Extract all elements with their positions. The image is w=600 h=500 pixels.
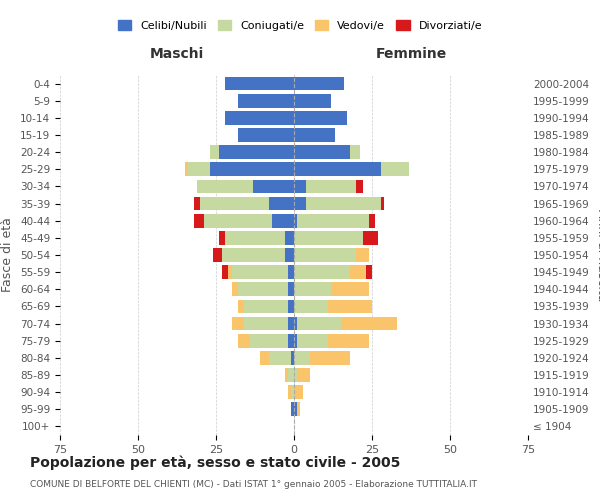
Bar xyxy=(269,196,294,210)
Bar xyxy=(269,351,291,364)
Text: Popolazione per età, sesso e stato civile - 2005: Popolazione per età, sesso e stato civil… xyxy=(30,455,400,469)
Bar xyxy=(294,111,347,124)
Bar xyxy=(307,196,382,210)
Bar xyxy=(284,248,294,262)
Y-axis label: Anni di nascita: Anni di nascita xyxy=(595,209,600,301)
Bar xyxy=(210,146,219,159)
Bar xyxy=(226,76,294,90)
Bar xyxy=(331,282,369,296)
Bar xyxy=(297,316,341,330)
Bar xyxy=(288,316,294,330)
Bar xyxy=(197,180,253,194)
Bar xyxy=(253,180,294,194)
Bar xyxy=(297,368,310,382)
Bar xyxy=(294,196,307,210)
Bar xyxy=(294,386,304,399)
Bar xyxy=(250,334,288,347)
Bar xyxy=(284,231,294,244)
Bar xyxy=(294,214,297,228)
Bar xyxy=(288,386,291,399)
Bar xyxy=(194,196,200,210)
Bar xyxy=(297,402,300,416)
Bar xyxy=(328,334,369,347)
Bar xyxy=(200,196,269,210)
Bar xyxy=(222,248,284,262)
Bar xyxy=(238,300,244,314)
Bar xyxy=(294,162,382,176)
Bar xyxy=(382,196,385,210)
Bar xyxy=(232,282,238,296)
Text: Maschi: Maschi xyxy=(150,48,204,62)
Bar xyxy=(288,334,294,347)
Bar xyxy=(310,351,350,364)
Bar xyxy=(356,180,362,194)
Bar xyxy=(294,94,331,108)
Bar xyxy=(294,334,297,347)
Bar xyxy=(294,368,297,382)
Bar xyxy=(244,316,288,330)
Bar xyxy=(307,180,356,194)
Bar xyxy=(369,214,375,228)
Text: Femmine: Femmine xyxy=(376,48,446,62)
Bar xyxy=(294,300,328,314)
Bar xyxy=(294,76,344,90)
Bar xyxy=(291,402,294,416)
Bar xyxy=(288,368,294,382)
Bar xyxy=(232,266,288,279)
Bar xyxy=(294,128,335,142)
Bar xyxy=(213,248,222,262)
Bar xyxy=(294,146,350,159)
Bar xyxy=(294,248,356,262)
Bar xyxy=(288,266,294,279)
Bar xyxy=(356,248,369,262)
Bar xyxy=(238,94,294,108)
Bar xyxy=(294,316,297,330)
Bar xyxy=(294,402,297,416)
Bar xyxy=(226,231,284,244)
Bar xyxy=(219,146,294,159)
Bar xyxy=(341,316,397,330)
Bar xyxy=(291,351,294,364)
Bar xyxy=(294,180,307,194)
Bar xyxy=(238,128,294,142)
Bar xyxy=(194,214,203,228)
Bar xyxy=(284,368,288,382)
Bar xyxy=(272,214,294,228)
Legend: Celibi/Nubili, Coniugati/e, Vedovi/e, Divorziati/e: Celibi/Nubili, Coniugati/e, Vedovi/e, Di… xyxy=(113,16,487,35)
Bar xyxy=(238,334,250,347)
Bar xyxy=(294,266,350,279)
Bar xyxy=(226,111,294,124)
Bar xyxy=(350,146,359,159)
Bar xyxy=(229,266,232,279)
Bar xyxy=(288,300,294,314)
Bar xyxy=(244,300,288,314)
Text: COMUNE DI BELFORTE DEL CHIENTI (MC) - Dati ISTAT 1° gennaio 2005 - Elaborazione : COMUNE DI BELFORTE DEL CHIENTI (MC) - Da… xyxy=(30,480,477,489)
Bar xyxy=(219,231,226,244)
Bar xyxy=(291,386,294,399)
Bar xyxy=(222,266,229,279)
Bar xyxy=(328,300,372,314)
Bar xyxy=(382,162,409,176)
Bar xyxy=(260,351,269,364)
Bar xyxy=(288,282,294,296)
Bar xyxy=(350,266,366,279)
Bar xyxy=(210,162,294,176)
Bar xyxy=(297,334,328,347)
Bar xyxy=(362,231,378,244)
Bar xyxy=(185,162,188,176)
Y-axis label: Fasce di età: Fasce di età xyxy=(1,218,14,292)
Bar xyxy=(203,214,272,228)
Bar xyxy=(297,214,369,228)
Bar xyxy=(294,351,310,364)
Bar xyxy=(294,282,331,296)
Bar xyxy=(188,162,210,176)
Bar xyxy=(238,282,288,296)
Bar xyxy=(366,266,372,279)
Bar xyxy=(294,231,362,244)
Bar xyxy=(232,316,244,330)
